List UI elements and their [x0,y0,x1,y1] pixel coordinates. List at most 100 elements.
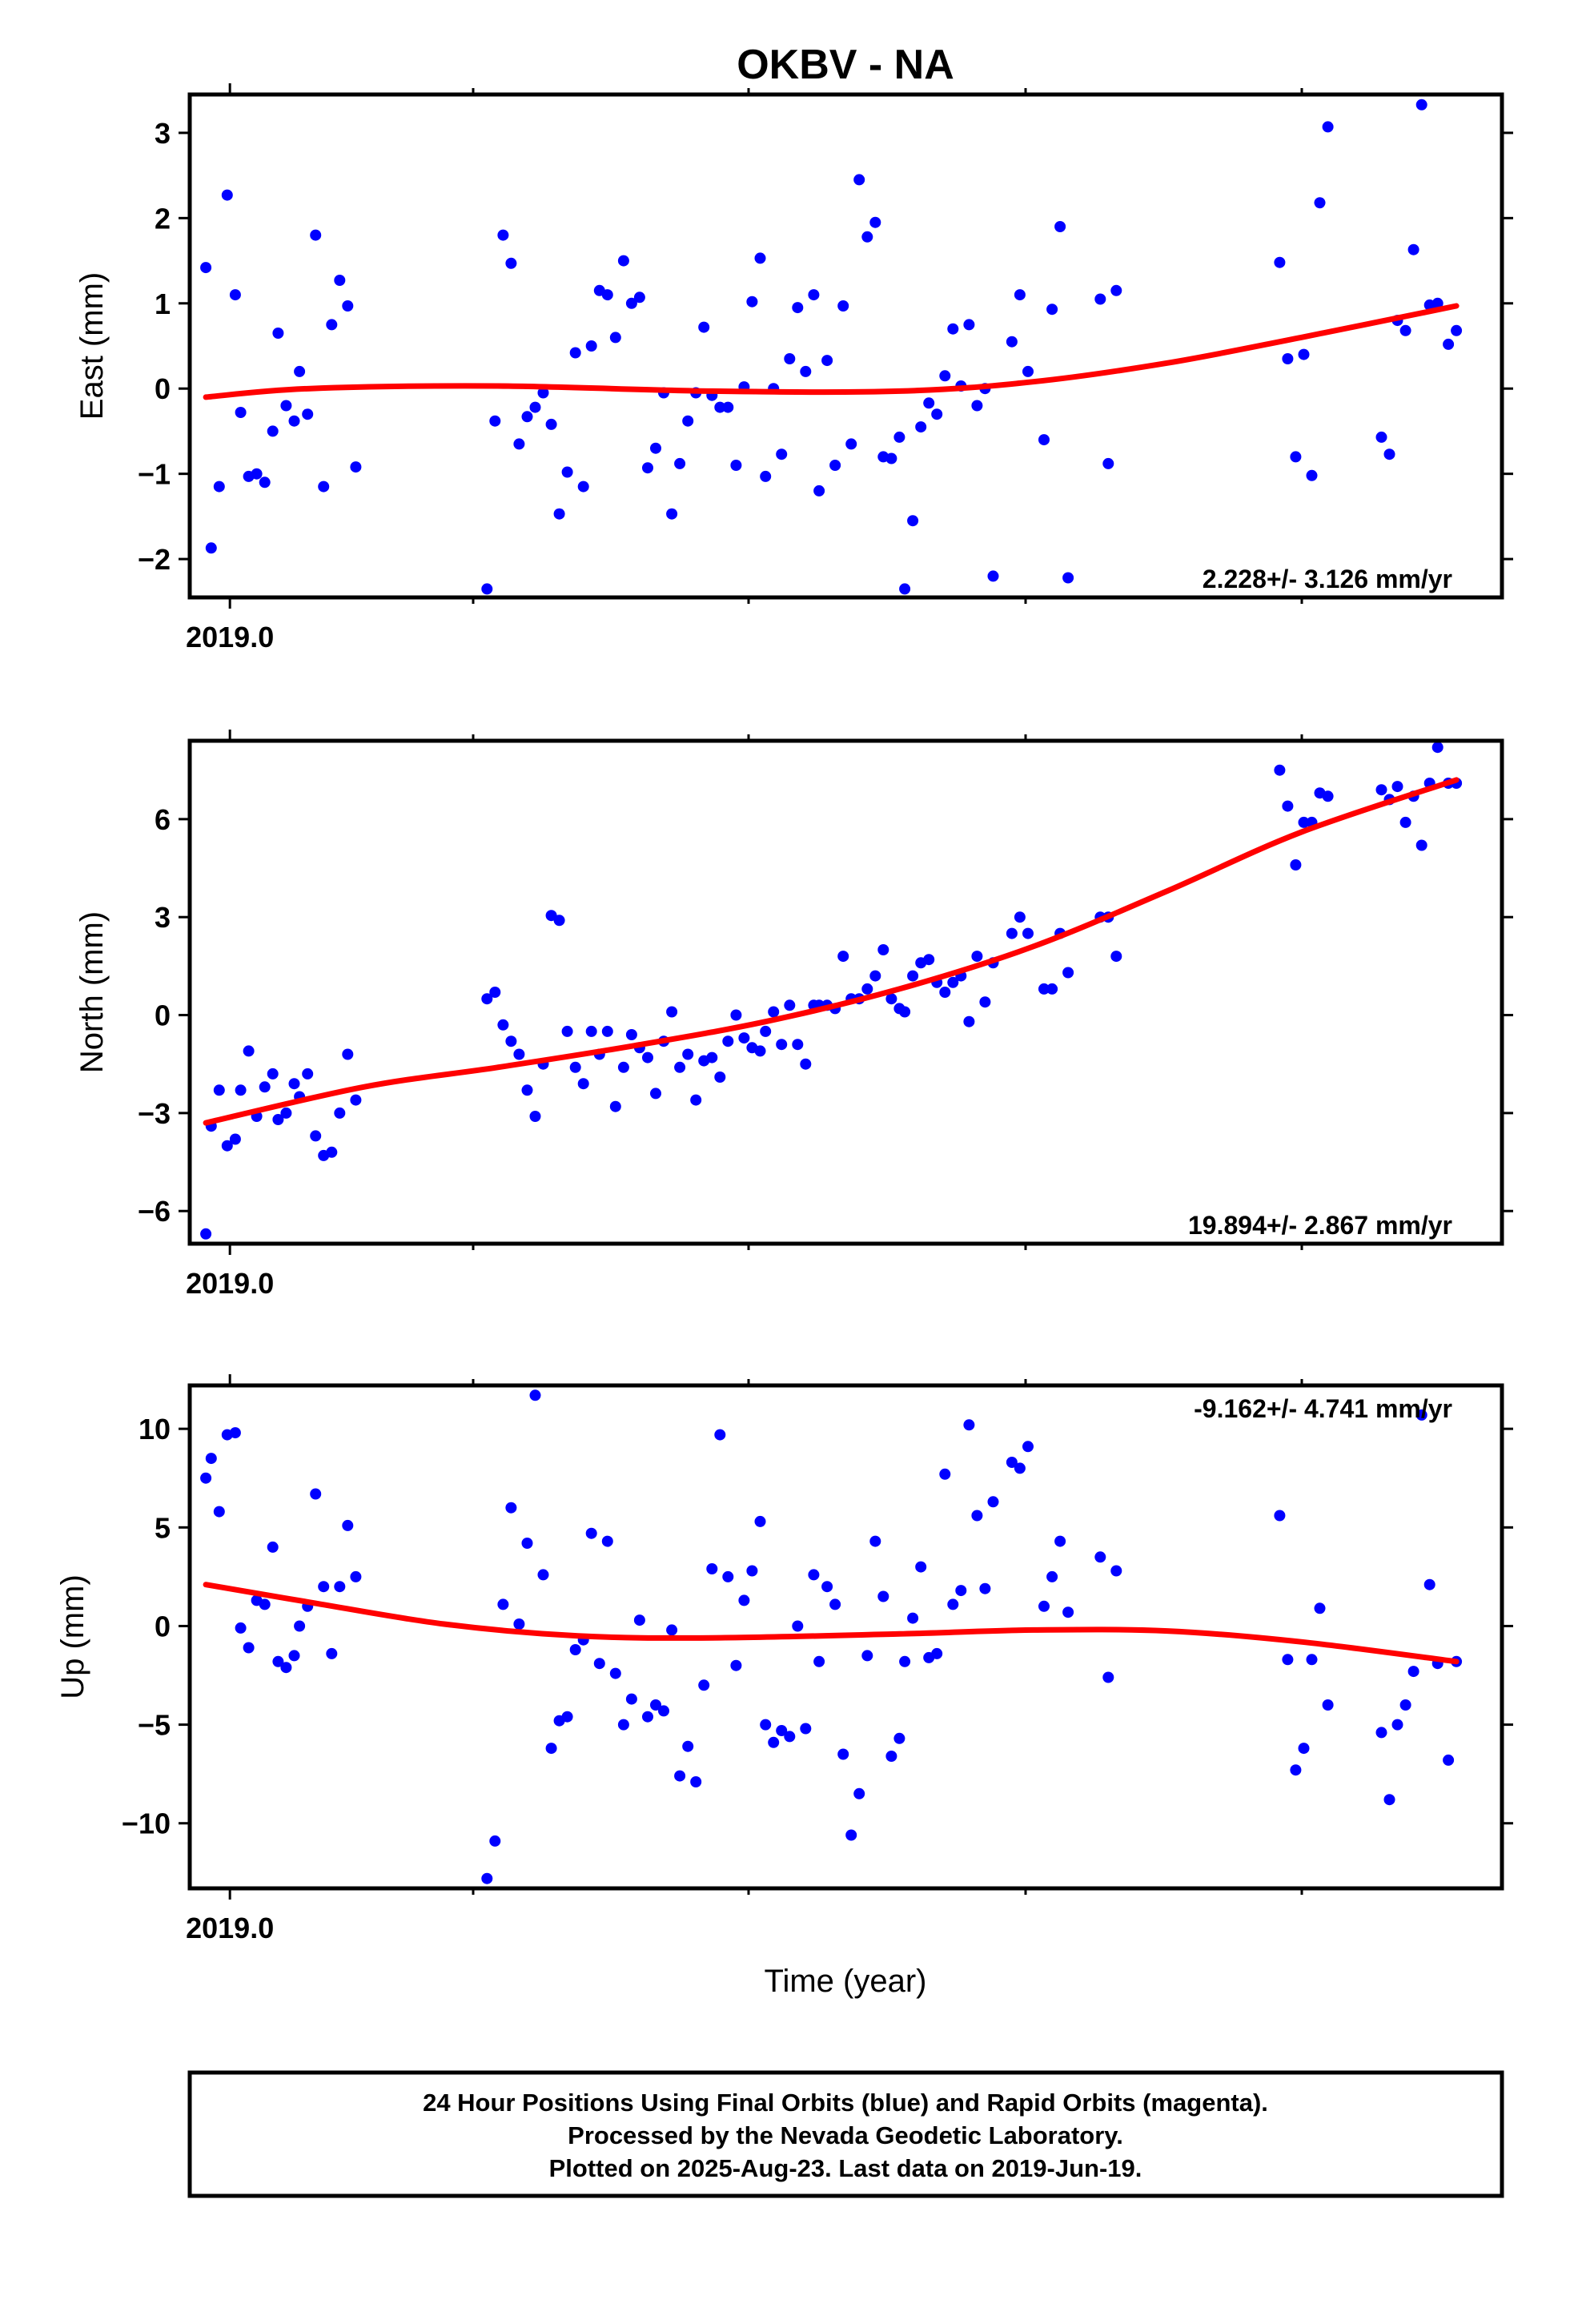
east-plot-frame [187,92,1504,600]
up-data-point [650,1699,661,1711]
up-data-point [1014,1462,1026,1474]
north-data-point [730,1009,742,1021]
up-data-point [318,1581,330,1593]
up-data-point [1391,1719,1403,1731]
east-data-point [577,480,589,493]
east-data-point [1298,348,1310,360]
up-data-point [513,1618,525,1630]
up-data-point [754,1515,766,1527]
north-data-point [569,1061,581,1073]
north-data-point [288,1078,300,1090]
east-data-point [302,408,314,420]
north-plot-frame [187,738,1504,1246]
up-data-point [722,1570,734,1582]
up-data-point [585,1527,597,1539]
up-data-point [350,1570,362,1582]
north-data-point [861,983,873,995]
north-data-point [259,1081,271,1093]
north-data-point [609,1100,621,1112]
east-data-point [205,542,217,554]
north-data-point [760,1025,772,1037]
up-data-point [1290,1764,1302,1776]
up-data-point [489,1835,501,1847]
up-data-point [979,1582,991,1594]
north-data-point [754,1045,766,1057]
up-ytick-label: −10 [122,1807,171,1840]
east-data-point [1282,353,1294,364]
up-data-point [505,1502,517,1514]
east-y-axis-label: East (mm) [74,272,110,420]
up-data-point [915,1561,927,1573]
up-ytick-label: 5 [155,1511,171,1544]
east-data-point [845,438,857,450]
north-data-point [601,1025,613,1037]
up-ytick-label: 0 [155,1610,171,1642]
north-data-point [738,1032,750,1044]
north-data-point [553,915,565,927]
up-data-point [955,1585,967,1597]
up-data-point [1006,1457,1018,1468]
north-data-point [1399,816,1411,828]
up-data-point [267,1541,279,1553]
east-data-point [813,485,825,497]
north-data-point [513,1048,525,1060]
up-data-point [1054,1535,1066,1547]
up-data-point [987,1496,999,1508]
north-data-point [1415,839,1427,851]
north-data-point [229,1133,241,1145]
east-ytick-label: 0 [155,372,171,405]
east-data-point [505,257,517,269]
up-data-point [213,1506,225,1518]
up-data-point [326,1647,338,1659]
up-data-point [877,1590,889,1602]
up-data-point [837,1748,849,1760]
east-data-point [633,292,645,304]
east-ytick-label: −1 [138,458,171,491]
up-data-point [746,1565,758,1577]
north-data-point [529,1111,541,1122]
north-data-point [722,1035,734,1047]
east-data-point [497,229,509,241]
footer-frame [187,2070,1504,2198]
north-data-point [577,1078,589,1090]
north-data-point [1274,764,1286,776]
east-data-point [1415,99,1427,111]
up-data-point [1022,1441,1034,1453]
up-data-point [853,1787,865,1799]
north-data-point [923,954,935,966]
up-data-point [682,1740,694,1752]
east-trend-line [203,303,1460,400]
north-data-point [714,1072,726,1083]
north-data-point [1062,967,1074,979]
up-data-point [1062,1606,1074,1618]
north-ytick-label: −6 [138,1195,171,1228]
north-data-point [907,970,919,982]
north-data-point [326,1146,338,1158]
north-data-point [200,1228,212,1240]
east-data-point [1322,121,1334,133]
footer-line-1: 24 Hour Positions Using Final Orbits (bl… [423,2089,1268,2117]
north-data-point [625,1029,637,1040]
x-axis-label: Time (year) [765,1964,927,1999]
north-y-axis-label: North (mm) [74,911,110,1073]
east-ytick-label: −2 [138,543,171,576]
up-data-point [609,1667,621,1679]
east-data-point [259,476,271,489]
up-data-point [1314,1602,1326,1614]
footer-line-2: Processed by the Nevada Geodetic Laborat… [568,2121,1123,2149]
east-data-point [939,370,951,382]
north-data-point [350,1094,362,1106]
up-data-point [666,1624,678,1636]
north-data-point [243,1045,255,1057]
north-data-point [1282,800,1294,812]
east-data-point [1014,289,1026,301]
up-data-point [259,1598,271,1610]
up-data-point [1375,1727,1387,1739]
east-data-point [746,296,758,308]
north-data-point [869,970,881,982]
east-data-point [714,401,726,413]
east-data-point [829,460,841,471]
north-data-point [776,1039,788,1051]
up-data-point [642,1711,653,1723]
east-data-point [221,189,233,201]
